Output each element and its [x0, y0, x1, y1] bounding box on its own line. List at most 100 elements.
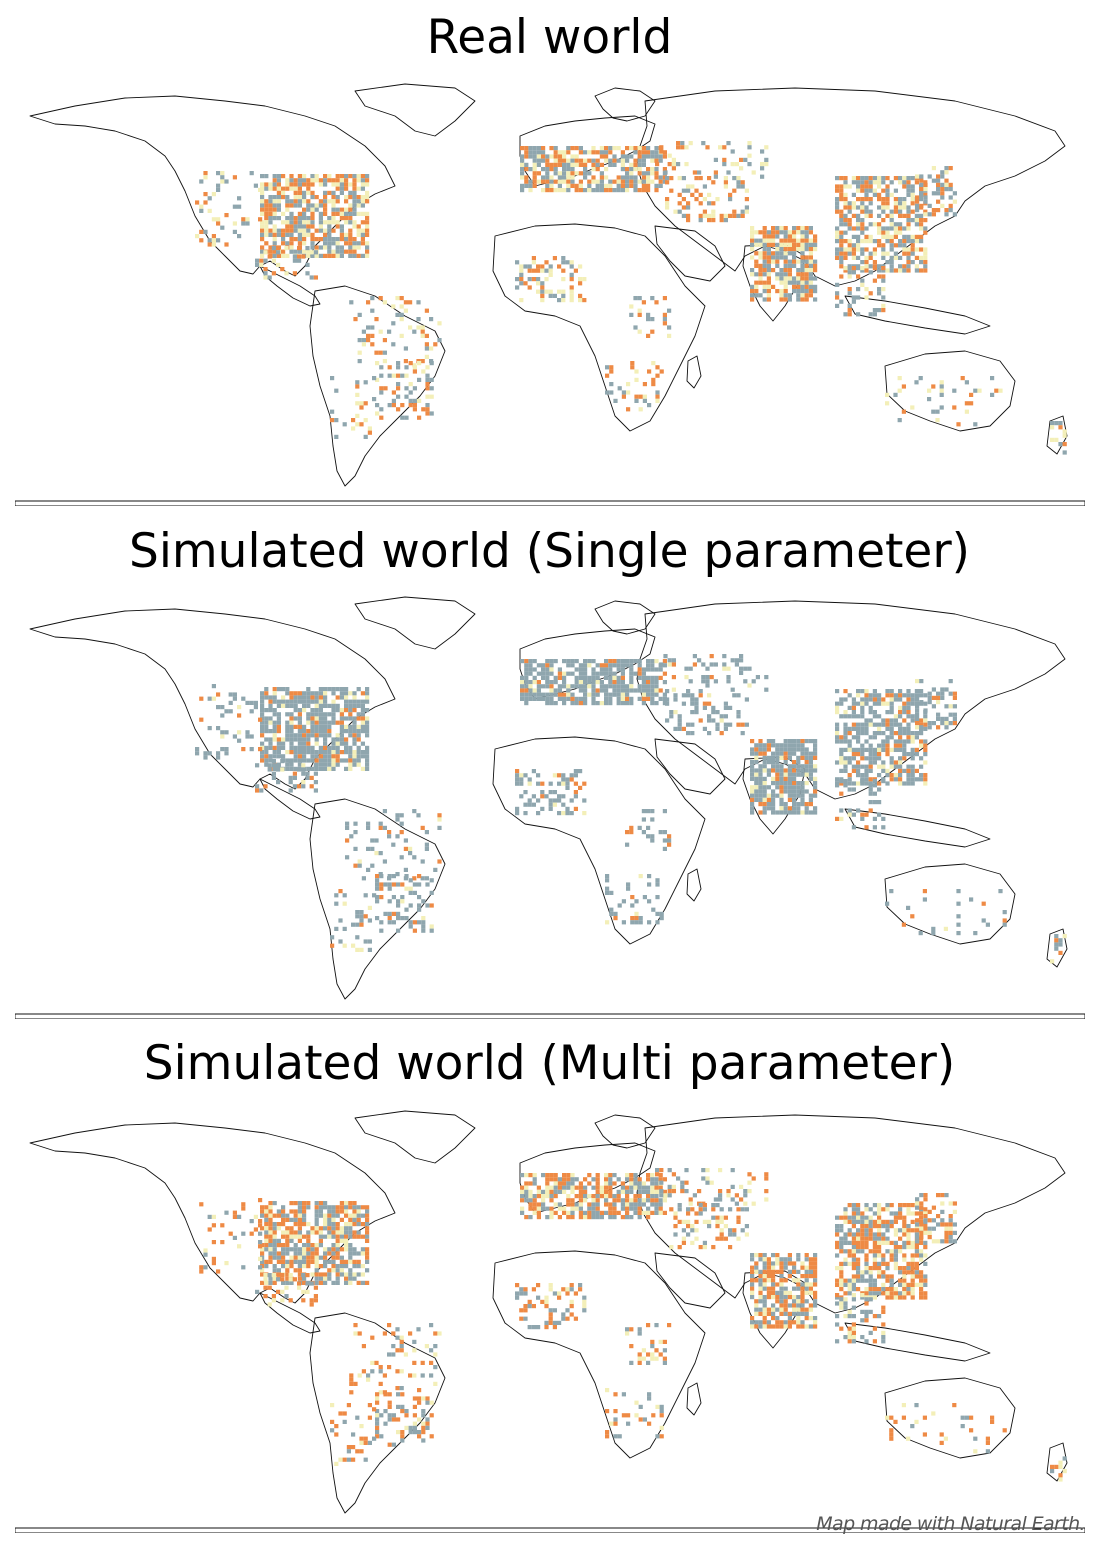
- grid-cell: [417, 1400, 422, 1405]
- grid-cell: [536, 1194, 541, 1199]
- grid-cell: [276, 1277, 281, 1282]
- grid-cell: [339, 232, 344, 237]
- grid-cell: [335, 1268, 340, 1273]
- grid-cell: [705, 683, 710, 688]
- grid-cell: [856, 205, 861, 210]
- grid-cell: [268, 1255, 273, 1260]
- grid-cell: [877, 308, 882, 313]
- grid-cell: [868, 791, 873, 796]
- grid-cell: [889, 264, 894, 269]
- grid-cell: [796, 747, 801, 752]
- grid-cell: [893, 743, 898, 748]
- grid-cell: [314, 1280, 319, 1285]
- grid-cell: [804, 297, 809, 302]
- grid-cell: [617, 386, 622, 391]
- grid-cell: [318, 178, 323, 183]
- grid-cell: [771, 760, 776, 765]
- grid-cell: [306, 1255, 311, 1260]
- grid-cell: [232, 204, 237, 209]
- grid-cell: [787, 768, 792, 773]
- grid-cell: [893, 226, 898, 231]
- grid-cell: [557, 688, 562, 693]
- grid-cell: [306, 1247, 311, 1252]
- grid-cell: [334, 434, 339, 439]
- grid-cell: [964, 409, 969, 414]
- grid-cell: [881, 201, 886, 206]
- grid-cell: [335, 695, 340, 700]
- grid-cell: [318, 1213, 323, 1218]
- grid-cell: [885, 213, 890, 218]
- grid-cell: [881, 234, 886, 239]
- grid-cell: [868, 747, 873, 752]
- grid-cell: [843, 697, 848, 702]
- grid-cell: [348, 182, 353, 187]
- grid-cell: [779, 1311, 784, 1316]
- grid-cell: [599, 701, 604, 706]
- grid-cell: [750, 776, 755, 781]
- grid-cell: [851, 768, 856, 773]
- grid-cell: [851, 701, 856, 706]
- grid-cell: [1062, 429, 1067, 434]
- grid-cell: [646, 663, 651, 668]
- grid-cell: [310, 253, 315, 258]
- grid-cell: [339, 1259, 344, 1264]
- grid-cell: [864, 213, 869, 218]
- grid-cell: [605, 874, 610, 879]
- grid-cell: [260, 211, 265, 216]
- grid-cell: [754, 1324, 759, 1329]
- grid-cell: [338, 1411, 343, 1416]
- grid-cell: [646, 188, 651, 193]
- grid-cell: [713, 157, 718, 162]
- grid-cell: [779, 810, 784, 815]
- grid-cell: [677, 1207, 682, 1212]
- grid-cell: [379, 373, 384, 378]
- grid-cell: [313, 788, 318, 793]
- grid-cell: [620, 188, 625, 193]
- grid-cell: [808, 751, 813, 756]
- grid-cell: [331, 1255, 336, 1260]
- grid-cell: [306, 695, 311, 700]
- grid-cell: [923, 195, 928, 200]
- grid-cell: [387, 403, 392, 408]
- grid-cell: [570, 692, 575, 697]
- grid-cell: [335, 720, 340, 725]
- grid-cell: [400, 916, 405, 921]
- grid-cell: [792, 785, 797, 790]
- grid-cell: [268, 703, 273, 708]
- grid-cell: [391, 842, 396, 847]
- grid-cell: [399, 333, 404, 338]
- grid-cell: [331, 178, 336, 183]
- grid-cell: [285, 766, 290, 771]
- grid-cell: [524, 179, 529, 184]
- grid-cell: [297, 216, 302, 221]
- grid-cell: [792, 789, 797, 794]
- grid-cell: [367, 939, 372, 944]
- grid-cell: [574, 696, 579, 701]
- grid-cell: [796, 743, 801, 748]
- grid-cell: [864, 781, 869, 786]
- grid-cell: [902, 731, 907, 736]
- grid-cell: [915, 199, 920, 204]
- grid-cell: [302, 741, 307, 746]
- grid-cell: [783, 1295, 788, 1300]
- grid-cell: [318, 720, 323, 725]
- grid-cell: [272, 1255, 277, 1260]
- grid-cell: [348, 766, 353, 771]
- grid-cell: [352, 182, 357, 187]
- grid-cell: [524, 1181, 529, 1186]
- grid-cell: [199, 179, 204, 184]
- grid-cell: [360, 1247, 365, 1252]
- grid-cell: [335, 224, 340, 229]
- grid-cell: [557, 773, 562, 778]
- grid-cell: [566, 1177, 571, 1182]
- grid-cell: [835, 739, 840, 744]
- grid-cell: [263, 1277, 268, 1282]
- grid-cell: [412, 386, 417, 391]
- grid-cell: [318, 750, 323, 755]
- grid-cell: [323, 724, 328, 729]
- grid-cell: [323, 1259, 328, 1264]
- grid-cell: [387, 1352, 392, 1357]
- grid-cell: [906, 255, 911, 260]
- grid-cell: [690, 1207, 695, 1212]
- grid-cell: [289, 241, 294, 246]
